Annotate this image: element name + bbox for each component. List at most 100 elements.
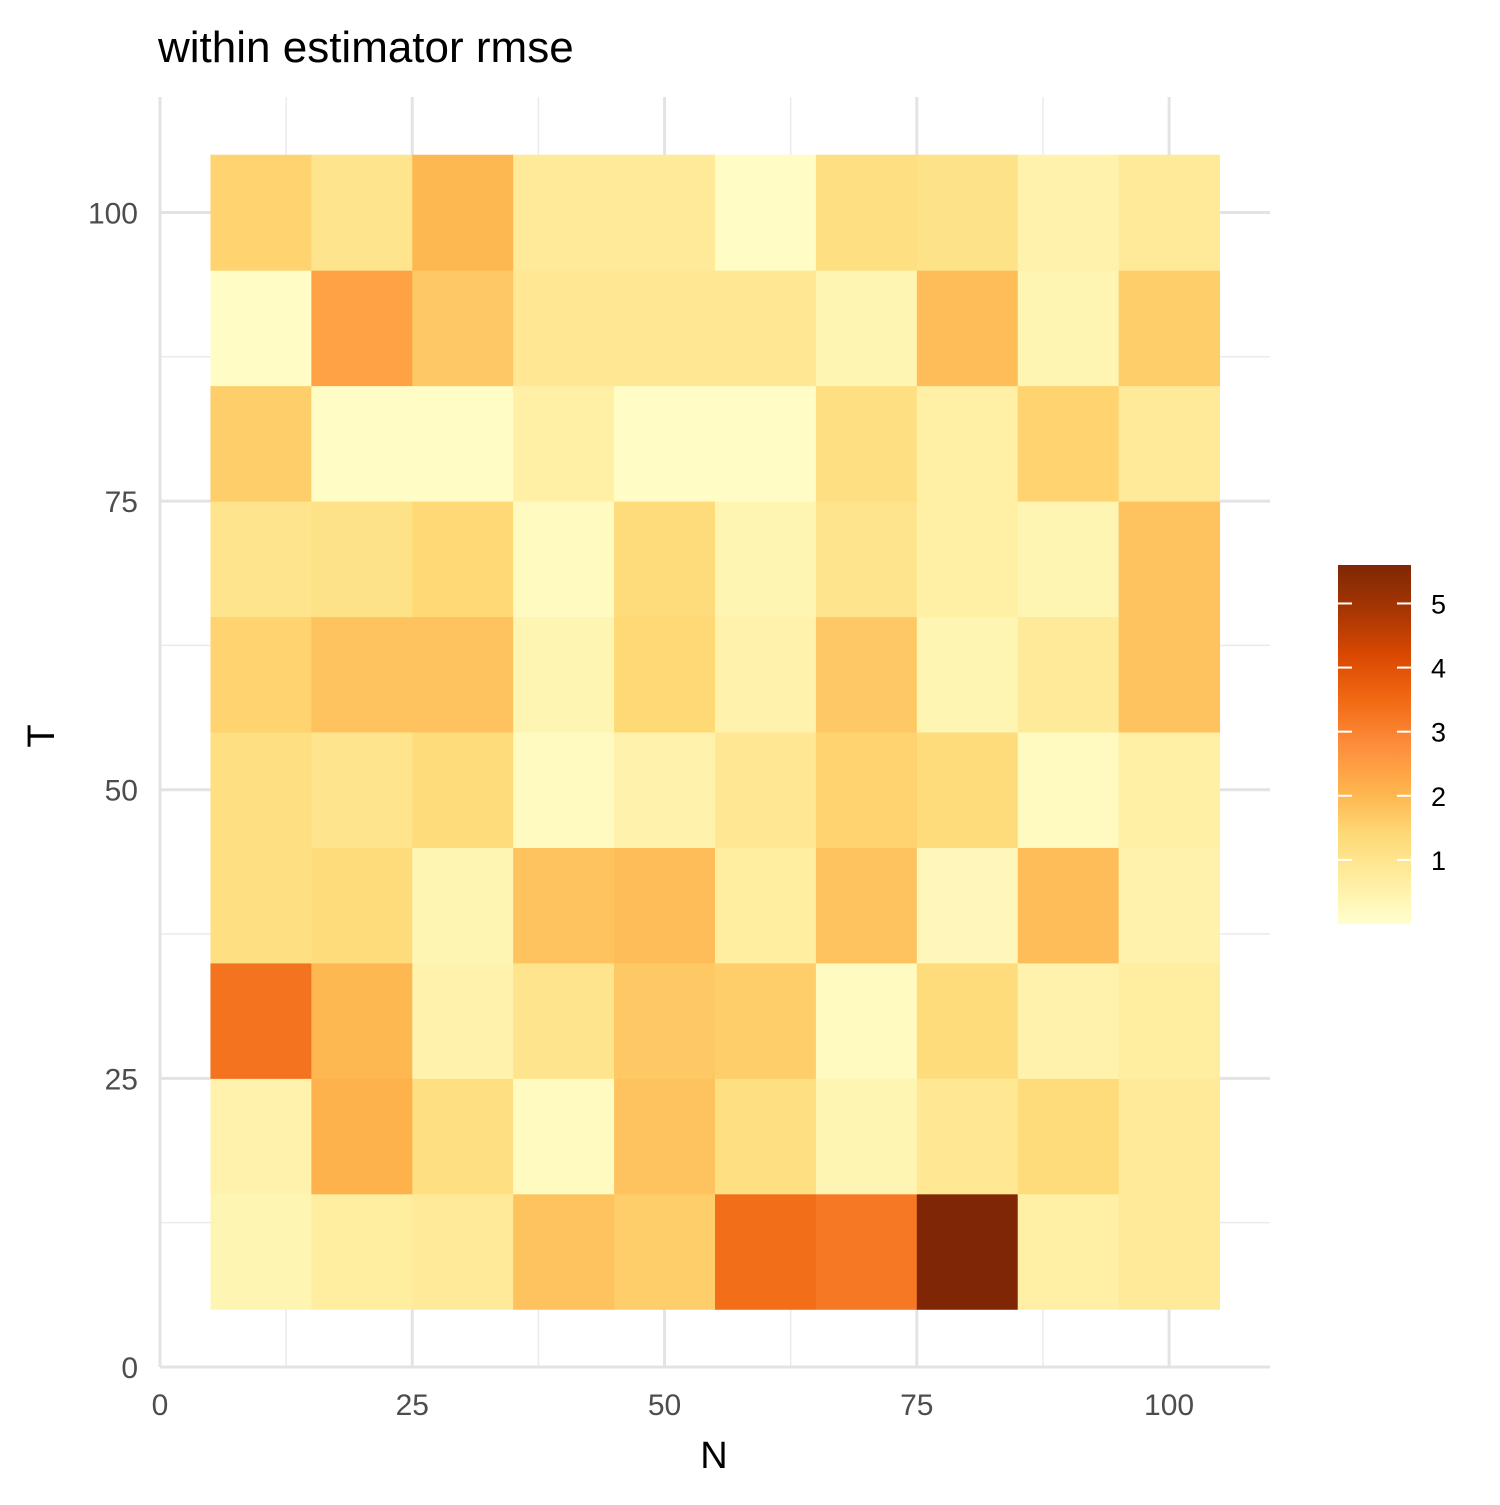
heatmap-cell (412, 385, 514, 502)
heatmap-cell (1118, 962, 1221, 1079)
x-tick-label: 0 (152, 1389, 169, 1422)
heatmap-cell (1017, 154, 1120, 271)
heatmap-cell (412, 616, 514, 733)
heatmap-cell (412, 962, 514, 1079)
heatmap-cell (815, 962, 918, 1079)
y-axis-title: T (21, 724, 63, 747)
heatmap-cell (715, 732, 817, 848)
heatmap-cell (715, 501, 817, 618)
heatmap-cell (210, 1193, 312, 1310)
heatmap-cell (1118, 154, 1221, 271)
heatmap-cell (916, 501, 1019, 618)
heatmap-cell (614, 1078, 716, 1195)
heatmap-cell (311, 962, 413, 1079)
heatmap-cell (311, 501, 413, 618)
heatmap-cell (210, 616, 312, 733)
heatmap-cell (1017, 616, 1120, 733)
heatmap-cell (916, 962, 1019, 1079)
heatmap-cell (715, 1078, 817, 1195)
heatmap-cell (412, 501, 514, 618)
heatmap-cell (715, 1193, 817, 1310)
heatmap-cell (715, 962, 817, 1079)
heatmap-cell (1118, 732, 1221, 848)
heatmap-cell (1118, 847, 1221, 964)
heatmap-cell (513, 732, 615, 848)
x-tick-label: 75 (900, 1389, 933, 1422)
heatmap-cell (715, 270, 817, 387)
heatmap-cell (1118, 501, 1221, 618)
heatmap-cell (1017, 501, 1120, 618)
heatmap-cell (412, 732, 514, 848)
heatmap-cell (815, 1078, 918, 1195)
heatmap-cell (311, 385, 413, 502)
legend-tick-label: 3 (1431, 718, 1446, 748)
legend-colorbar (1338, 565, 1411, 924)
heatmap-cell (916, 270, 1019, 387)
heatmap-cell (614, 154, 716, 271)
heatmap-cell (1118, 270, 1221, 387)
heatmap-cell (412, 1078, 514, 1195)
heatmap-cell (412, 270, 514, 387)
axis-tick-labels: 0 25 50 75 100 0 25 50 75 100 (88, 197, 1194, 1422)
heatmap-cell (513, 1193, 615, 1310)
heatmap-cell (614, 847, 716, 964)
heatmap-cell (614, 616, 716, 733)
heatmap-cell (513, 270, 615, 387)
heatmap-cell (614, 270, 716, 387)
heatmap-cell (311, 616, 413, 733)
legend-tick-label: 4 (1431, 654, 1446, 684)
heatmap-cell (916, 1078, 1019, 1195)
heatmap-cell (916, 616, 1019, 733)
y-tick-label: 25 (105, 1063, 138, 1096)
heatmap-cell (614, 962, 716, 1079)
heatmap-cell (715, 154, 817, 271)
heatmap-cell (412, 1193, 514, 1310)
heatmap-cell (1017, 1078, 1120, 1195)
heatmap-cell (311, 1078, 413, 1195)
heatmap-cell (513, 616, 615, 733)
heatmap-cell (916, 1193, 1019, 1310)
heatmap-cell (815, 270, 918, 387)
heatmap-cell (210, 847, 312, 964)
heatmap-cell (311, 154, 413, 271)
heatmap-cell (1017, 385, 1120, 502)
heatmap-cell (815, 1193, 918, 1310)
heatmap-cell (815, 732, 918, 848)
heatmap-cell (311, 1193, 413, 1310)
heatmap-cell (513, 847, 615, 964)
heatmap-cell (1017, 962, 1120, 1079)
heatmap-cell (513, 501, 615, 618)
legend-tick-label: 2 (1431, 782, 1446, 812)
heatmap-cell (815, 385, 918, 502)
y-tick-label: 75 (105, 486, 138, 519)
heatmap-cell (513, 1078, 615, 1195)
heatmap-cell (311, 732, 413, 848)
heatmap-cell (916, 154, 1019, 271)
legend-tick-label: 1 (1431, 846, 1446, 876)
chart-title: within estimator rmse (157, 23, 574, 72)
heatmap-cell (513, 962, 615, 1079)
heatmap-cell (1017, 732, 1120, 848)
heatmap-cell (210, 385, 312, 502)
heatmap-cell (210, 962, 312, 1079)
x-tick-label: 50 (648, 1389, 681, 1422)
heatmap-cell (715, 847, 817, 964)
heatmap-cell (1017, 847, 1120, 964)
heatmap-cell (614, 385, 716, 502)
heatmap-cell (412, 847, 514, 964)
x-tick-label: 100 (1144, 1389, 1194, 1422)
heatmap-cell (513, 385, 615, 502)
heatmap-cell (715, 616, 817, 733)
heatmap-cell (815, 501, 918, 618)
heatmap-cell (715, 385, 817, 502)
heatmap-cell (210, 501, 312, 618)
y-tick-label: 100 (88, 197, 138, 230)
heatmap-cell (210, 732, 312, 848)
heatmap-cell (815, 154, 918, 271)
heatmap-cell (1118, 1193, 1221, 1310)
heatmap-cell (1017, 1193, 1120, 1310)
heatmap-cell (614, 501, 716, 618)
heatmap-cell (815, 616, 918, 733)
